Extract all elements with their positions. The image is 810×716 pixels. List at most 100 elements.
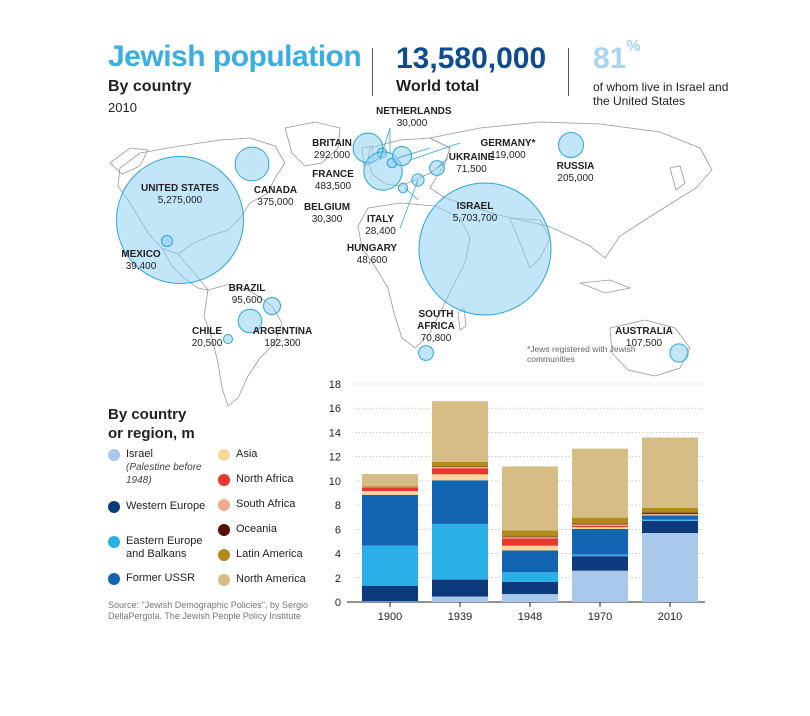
legend-swatch — [218, 499, 230, 511]
label-france: FRANCE 483,500 — [308, 169, 358, 193]
y-tick-label: 14 — [329, 427, 341, 439]
bubble-mexico — [161, 235, 173, 247]
australia-outline — [609, 319, 691, 377]
bar-segment-1948-north-america — [502, 466, 558, 531]
label-country-value: 5,275,000 — [157, 195, 203, 206]
legend-swatch — [218, 574, 230, 586]
bar-segment-1970-eastern-europe-and-balkans — [572, 554, 628, 557]
legend-swatch — [218, 524, 230, 536]
chart-section-title-line2: or region, m — [108, 425, 195, 442]
bar-segment-1900-eastern-europe-and-balkans — [362, 545, 418, 586]
world-total-label: World total — [396, 78, 480, 95]
legend-label: Latin America — [236, 548, 303, 560]
label-canada: CANADA 375,000 — [248, 185, 303, 209]
label-country-value: 5,703,700 — [452, 213, 498, 224]
label-ukraine: UKRAINE 71,500 — [444, 152, 499, 176]
legend-swatch — [108, 536, 120, 548]
legend-label: Western Europe — [126, 500, 206, 512]
map-bubbles — [116, 127, 689, 363]
header-divider — [372, 48, 373, 96]
bar-segment-1900-western-europe — [362, 585, 418, 602]
japan-outline — [669, 165, 686, 191]
label-brazil: BRAZIL 95,600 — [222, 283, 272, 307]
label-country-value: 20,500 — [191, 338, 223, 349]
label-country-value: 205,000 — [557, 173, 594, 184]
header-divider — [568, 48, 569, 96]
legend-label: North Africa — [236, 473, 294, 485]
label-country-name: ITALY — [366, 214, 395, 225]
bubble-israel — [418, 182, 552, 316]
bar-segment-2010-former-ussr — [642, 515, 698, 520]
leader-line — [404, 187, 419, 201]
share-unit: % — [626, 38, 641, 55]
label-country-value: 119,000 — [490, 150, 526, 161]
label-israel: ISRAEL 5,703,700 — [440, 201, 510, 225]
share-number: 81 — [593, 42, 627, 75]
label-country-name: CANADA — [253, 185, 298, 196]
label-country-name: GERMANY* — [480, 138, 536, 149]
legend-label: Eastern Europe and Balkans — [126, 535, 203, 560]
bar-segment-1939-former-ussr — [432, 480, 488, 524]
label-country-value: 71,500 — [456, 164, 487, 175]
indonesia-outline — [579, 279, 632, 294]
x-tick-label: 1948 — [518, 611, 542, 623]
legend-swatch — [218, 474, 230, 486]
label-country-name: UKRAINE — [448, 152, 495, 163]
share-value: 81% — [593, 38, 641, 76]
label-hungary: HUNGARY 48,600 — [342, 243, 402, 267]
label-mexico: MEXICO 39,400 — [116, 249, 166, 273]
label-germany: GERMANY* 119,000 — [468, 138, 548, 162]
label-country-value: 48,600 — [356, 255, 388, 266]
bar-segment-1970-latin-america — [572, 517, 628, 524]
y-tick-label: 6 — [335, 524, 341, 536]
bar-segment-2010-latin-america — [642, 507, 698, 513]
label-argentina: ARGENTINA 182,300 — [250, 326, 315, 350]
x-tick-label: 1970 — [588, 611, 612, 623]
bar-segment-1900-latin-america — [362, 486, 418, 487]
bubble-russia — [558, 132, 584, 158]
world-map — [109, 121, 713, 407]
bar-segment-1939-israel — [432, 596, 488, 602]
label-country-name: UNITED STATES — [141, 183, 219, 194]
bar-segment-1948-asia — [502, 545, 558, 551]
y-tick-label: 12 — [329, 452, 341, 464]
label-country-value: 70,800 — [420, 333, 452, 344]
chart-section-title: By country or region, m — [108, 405, 195, 443]
label-australia: AUSTRALIA 107,500 — [612, 326, 676, 350]
bar-segment-1948-eastern-europe-and-balkans — [502, 572, 558, 582]
y-tick-label: 10 — [329, 476, 341, 488]
bar-segment-1939-western-europe — [432, 579, 488, 597]
chart-bars — [362, 401, 698, 602]
label-country-name: NETHERLANDS — [376, 106, 452, 117]
label-country-value: 292,000 — [313, 150, 351, 161]
bar-segment-1900-israel — [362, 601, 418, 602]
leader-line — [409, 142, 461, 161]
share-label: of whom live in Israel and the United St… — [593, 80, 729, 108]
x-axis: 1900 1939 1948 1970 2010 — [378, 602, 682, 623]
label-country-name: BRAZIL — [228, 283, 266, 294]
label-country-name: ISRAEL — [456, 201, 494, 212]
legend-label: Former USSR — [126, 572, 196, 584]
bar-segment-1939-north-africa — [432, 468, 488, 475]
legend-label: Asia — [236, 448, 258, 460]
legend-label: North America — [236, 573, 306, 585]
bar-segment-2010-south-africa — [642, 514, 698, 515]
bubble-chile — [223, 334, 233, 344]
bubble-united-states — [116, 156, 244, 284]
label-united-states: UNITED STATES 5,275,000 — [140, 183, 220, 207]
legend-swatch — [218, 449, 230, 461]
bar-segment-2010-oceania — [642, 512, 698, 514]
label-country-name: BRITAIN — [312, 138, 352, 149]
y-tick-label: 4 — [335, 549, 341, 561]
bubble-argentina — [237, 308, 263, 334]
bar-segment-1900-asia — [362, 491, 418, 495]
label-russia: RUSSIA 205,000 — [548, 161, 603, 185]
label-chile: CHILE 20,500 — [182, 326, 232, 350]
label-country-value: 30,300 — [311, 214, 343, 225]
asia-outline — [428, 121, 713, 259]
bar-segment-1970-asia — [572, 527, 628, 529]
label-country-name: HUNGARY — [346, 243, 398, 254]
label-country-value: 28,400 — [365, 226, 396, 237]
bar-segment-1939-asia — [432, 474, 488, 481]
label-country-value: 107,500 — [625, 338, 663, 349]
